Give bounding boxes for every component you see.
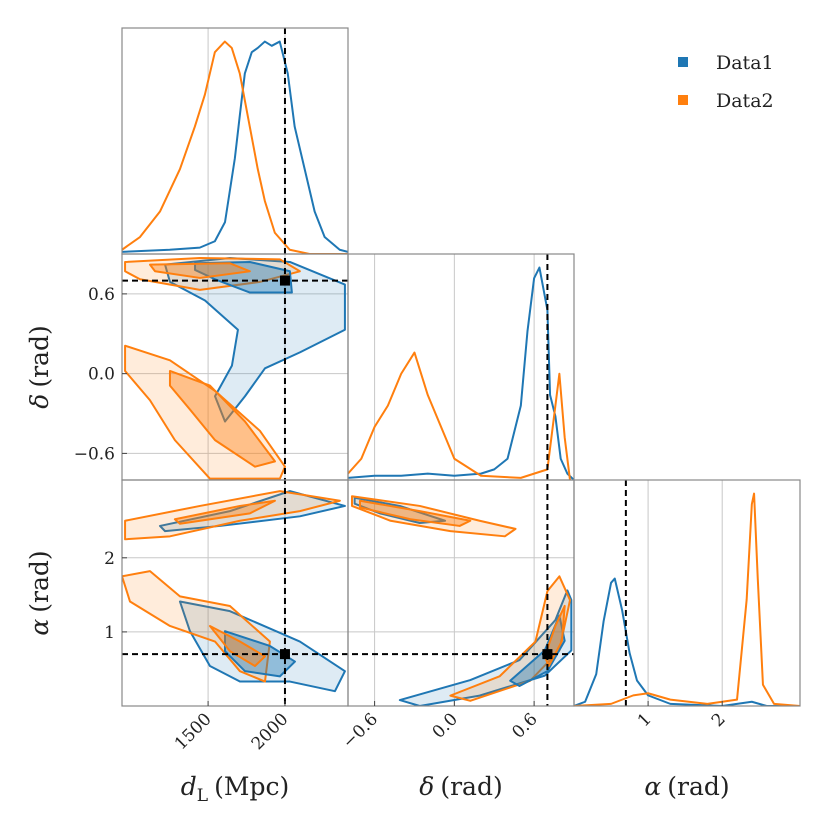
panel — [348, 254, 574, 480]
x-tick-label: 2000 — [248, 709, 293, 754]
panel-frame — [574, 480, 800, 706]
contour-outer — [449, 575, 572, 702]
axis-unit: (rad) — [25, 325, 54, 387]
y-tick-label: 0.0 — [88, 365, 115, 385]
contour-inner — [358, 499, 472, 527]
panel-frame — [348, 480, 574, 706]
axis-symbol: δ — [419, 772, 434, 801]
x-axis-label: dL (Mpc) — [181, 772, 289, 806]
x-axis-label: δ (rad) — [419, 772, 502, 801]
contour-inner — [194, 260, 293, 294]
contour-inner — [168, 369, 276, 468]
axis-unit: (rad) — [440, 772, 502, 801]
panel — [574, 480, 800, 706]
panel — [122, 254, 348, 480]
truth-marker — [279, 649, 290, 660]
panel-frame — [122, 28, 348, 254]
y-tick-label: −0.6 — [74, 444, 115, 464]
x-tick-label: 1 — [634, 709, 656, 731]
panel-frame — [348, 254, 574, 480]
contour-outer — [398, 589, 573, 706]
x-tick-label: 0.6 — [508, 709, 541, 742]
panel-frame — [122, 480, 348, 706]
axis-unit: (Mpc) — [214, 772, 289, 801]
density-line — [348, 351, 572, 480]
legend-label: Data1 — [716, 52, 774, 74]
density-line — [348, 266, 574, 480]
density-line — [574, 577, 800, 706]
legend-marker — [678, 95, 688, 105]
y-tick-label: 0.6 — [88, 285, 115, 305]
truth-marker — [542, 649, 553, 660]
axis-symbol: δ — [25, 394, 54, 409]
x-tick-label: 1500 — [171, 709, 216, 754]
contour-inner — [208, 624, 266, 667]
axis-subscript: L — [197, 786, 208, 806]
panel — [122, 28, 348, 254]
panel — [348, 480, 574, 706]
legend-label: Data2 — [716, 90, 774, 112]
y-tick-label: 2 — [104, 549, 115, 569]
x-tick-label: −0.6 — [339, 709, 382, 752]
contour-outer — [124, 256, 301, 291]
legend-marker — [678, 57, 688, 67]
x-tick-label: 0.0 — [429, 709, 462, 742]
x-axis-label: α (rad) — [644, 772, 729, 801]
y-tick-label: 1 — [104, 623, 115, 643]
truth-marker — [279, 275, 290, 286]
axis-symbol: α — [25, 619, 54, 636]
x-tick-label: 2 — [708, 709, 730, 731]
density-line — [574, 492, 800, 706]
axis-symbol: α — [644, 772, 661, 801]
axis-symbol: d — [181, 772, 197, 801]
contour-inner — [173, 499, 276, 525]
contour-inner — [148, 262, 251, 279]
contour-outer — [124, 344, 286, 480]
axis-unit: (rad) — [25, 550, 54, 612]
panel-border — [573, 479, 801, 707]
axis-unit: (rad) — [667, 772, 729, 801]
panel-frame — [122, 254, 348, 480]
density-line — [122, 40, 348, 253]
panel — [122, 480, 348, 706]
density-line — [122, 40, 348, 254]
contour-outer — [164, 256, 346, 423]
y-axis-label: α (rad) — [25, 550, 54, 635]
y-axis-label: δ (rad) — [25, 325, 54, 408]
contour-outer — [178, 600, 346, 693]
